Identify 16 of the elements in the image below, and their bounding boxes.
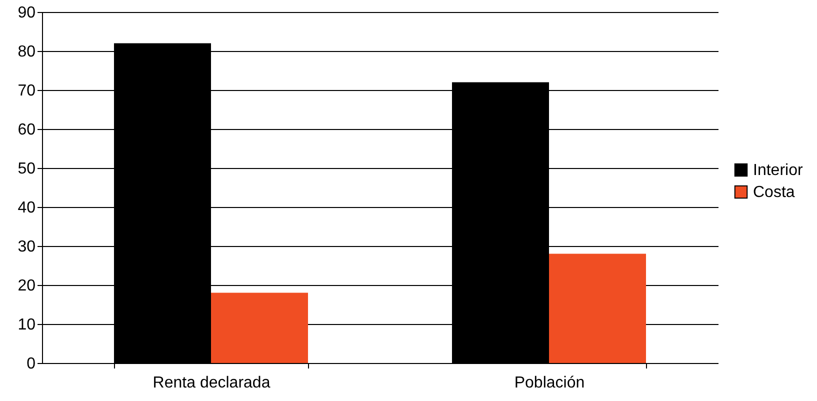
legend-label: Interior [753, 162, 804, 179]
y-tick-label: 20 [18, 278, 36, 294]
y-tick-label: 50 [18, 160, 36, 178]
y-tick-label: 90 [18, 4, 36, 22]
x-tick-label: Renta declarada [152, 374, 270, 392]
y-tick-label: 0 [26, 356, 36, 372]
bar [211, 292, 308, 363]
y-tick-label: 70 [18, 82, 36, 100]
bar [549, 254, 646, 363]
y-tick-label: 40 [18, 200, 36, 216]
y-tick-label: 60 [18, 122, 36, 138]
y-tick-label: 30 [18, 238, 36, 256]
y-tick-label: 10 [18, 316, 36, 334]
y-tick-label: 80 [18, 44, 36, 60]
x-tick-label: Población [514, 374, 585, 392]
legend-label: Costa [753, 184, 795, 201]
